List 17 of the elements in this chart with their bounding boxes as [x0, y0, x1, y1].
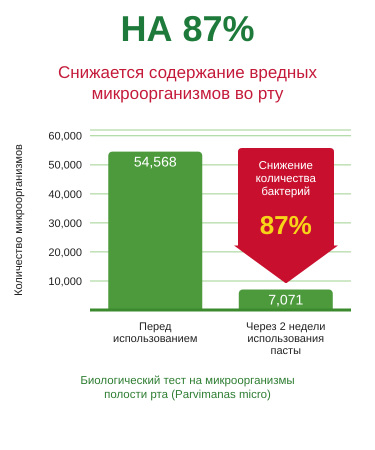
y-tick-label: 30,000	[48, 218, 82, 230]
y-tick-label: 60,000	[48, 130, 82, 143]
y-tick-label: 20,000	[48, 246, 82, 259]
y-tick-label: 50,000	[48, 160, 82, 172]
y-tick-label: 40,000	[48, 188, 82, 201]
x-tick-label: Перед использованием	[113, 321, 198, 345]
down-arrow: Снижение количества бактерий 87%	[234, 148, 338, 284]
chart-title: НА 87%	[119, 8, 256, 50]
annotation: Снижение количества бактерий	[254, 160, 317, 199]
data-label: 54,568	[134, 154, 177, 170]
y-axis-title: Количество микроорганизмов	[12, 144, 25, 296]
annotation: 87%	[258, 210, 313, 241]
x-tick-label: Через 2 недели использования пасты	[246, 321, 326, 357]
y-tick-label: 10,000	[48, 276, 82, 288]
chart-subtitle: Снижается содержание вредных микроорганизмов во рту	[57, 62, 318, 104]
text: Биологический тест на микроорганизмы полости рта (Parvimanas micro)	[79, 374, 296, 402]
data-label: 7,071	[268, 291, 304, 308]
